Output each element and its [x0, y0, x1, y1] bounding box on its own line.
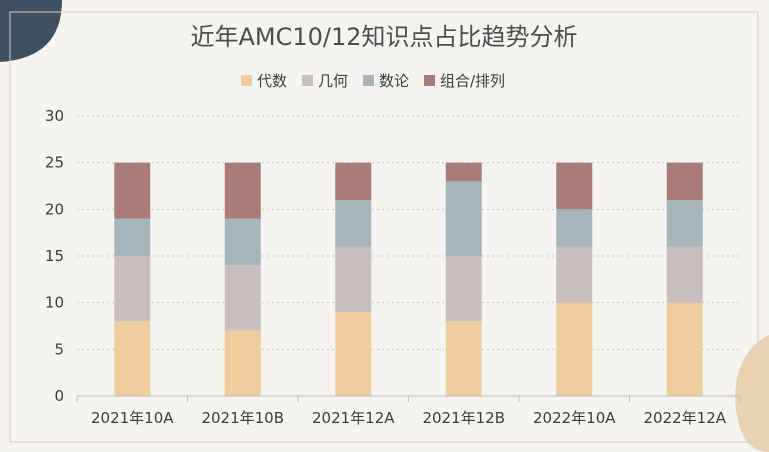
x-tick-label: 2021年12B [422, 409, 505, 427]
bar-segment [114, 256, 151, 322]
x-tick-label: 2022年12A [643, 409, 726, 427]
bar-segment [666, 200, 703, 247]
x-tick-label: 2021年10B [201, 409, 284, 427]
y-tick-label: 10 [45, 294, 64, 312]
legend-swatch [241, 75, 252, 86]
legend-label: 几何 [318, 72, 348, 90]
bar-segment [445, 321, 482, 396]
bar-segment [666, 162, 703, 200]
y-tick-label: 5 [54, 340, 64, 358]
chart-title: 近年AMC10/12知识点占比趋势分析 [190, 23, 577, 51]
plot-border [9, 11, 759, 443]
y-tick-label: 25 [45, 154, 64, 172]
bar-segment [556, 302, 593, 396]
bar-segment [445, 181, 482, 256]
y-tick-label: 20 [45, 200, 64, 218]
x-axis: 2021年10A 2021年10B 2021年12A 2021年12B 2022年10A… [76, 395, 741, 427]
bar-segment [224, 330, 261, 396]
bar-segment [556, 162, 593, 210]
x-tick-label: 2021年12A [312, 409, 395, 427]
bar-segment [556, 209, 593, 247]
gridlines [77, 115, 740, 350]
bar-segment [224, 162, 261, 219]
legend-label: 组合/排列 [440, 72, 505, 90]
bar-segment [335, 200, 372, 247]
bar-segment [224, 218, 261, 266]
legend: 代数 几何 数论 组合/排列 [241, 72, 505, 90]
bars [114, 162, 703, 396]
legend-swatch [302, 75, 313, 86]
bar-segment [114, 218, 151, 256]
corner-decoration-bottom-right [735, 335, 769, 452]
bar-segment [335, 312, 372, 396]
bar-segment [224, 265, 261, 331]
y-tick-label: 30 [45, 107, 64, 125]
bar-segment [335, 246, 372, 312]
bar-segment [445, 256, 482, 322]
x-tick-label: 2021年10A [91, 409, 174, 427]
legend-swatch [424, 75, 435, 86]
x-tick-label: 2022年10A [533, 409, 616, 427]
bar-segment [666, 246, 703, 303]
legend-label: 数论 [379, 72, 409, 90]
y-tick-label: 15 [45, 247, 64, 265]
legend-swatch [363, 75, 374, 86]
y-tick-label: 0 [54, 387, 64, 405]
bar-segment [556, 246, 593, 303]
y-axis: 0 5 10 15 20 25 30 [45, 107, 64, 405]
bar-segment [114, 162, 151, 219]
bar-segment [114, 321, 151, 396]
corner-decoration-top-left [0, 0, 62, 62]
bar-segment [445, 162, 482, 182]
bar-segment [335, 162, 372, 200]
legend-label: 代数 [257, 72, 287, 90]
bar-segment [666, 302, 703, 396]
